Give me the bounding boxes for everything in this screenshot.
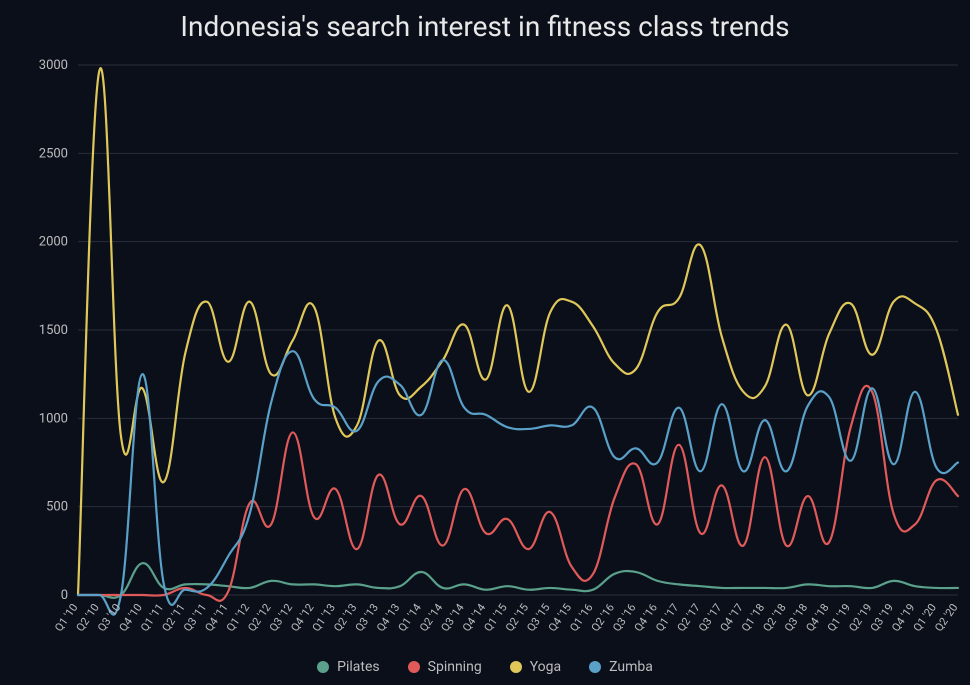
- y-tick-label: 3000: [39, 58, 68, 73]
- legend-item-spinning: Spinning: [408, 659, 482, 675]
- chart-title: Indonesia's search interest in fitness c…: [0, 10, 970, 43]
- legend-label: Pilates: [337, 659, 380, 675]
- chart-container: Indonesia's search interest in fitness c…: [0, 0, 970, 685]
- x-tick-label: Q2 '20: [932, 601, 960, 634]
- legend-dot: [510, 661, 522, 673]
- legend-item-zumba: Zumba: [589, 659, 653, 675]
- y-tick-label: 0: [61, 588, 68, 603]
- chart-legend: Pilates Spinning Yoga Zumba: [0, 659, 970, 677]
- legend-label: Zumba: [609, 659, 653, 675]
- legend-dot: [408, 661, 420, 673]
- legend-label: Yoga: [530, 659, 561, 675]
- series-line-zumba: [78, 351, 958, 614]
- legend-dot: [589, 661, 601, 673]
- legend-item-pilates: Pilates: [317, 659, 380, 675]
- y-tick-label: 500: [46, 500, 68, 515]
- legend-item-yoga: Yoga: [510, 659, 561, 675]
- y-tick-label: 1500: [39, 323, 68, 338]
- y-tick-label: 2500: [39, 146, 68, 161]
- legend-dot: [317, 661, 329, 673]
- series-line-pilates: [78, 563, 958, 598]
- chart-plot: 050010001500200025003000Q1 '10Q2 '10Q3 '…: [20, 55, 960, 655]
- y-tick-label: 1000: [39, 411, 68, 426]
- legend-label: Spinning: [428, 659, 482, 675]
- y-tick-label: 2000: [39, 235, 68, 250]
- series-line-yoga: [78, 68, 958, 595]
